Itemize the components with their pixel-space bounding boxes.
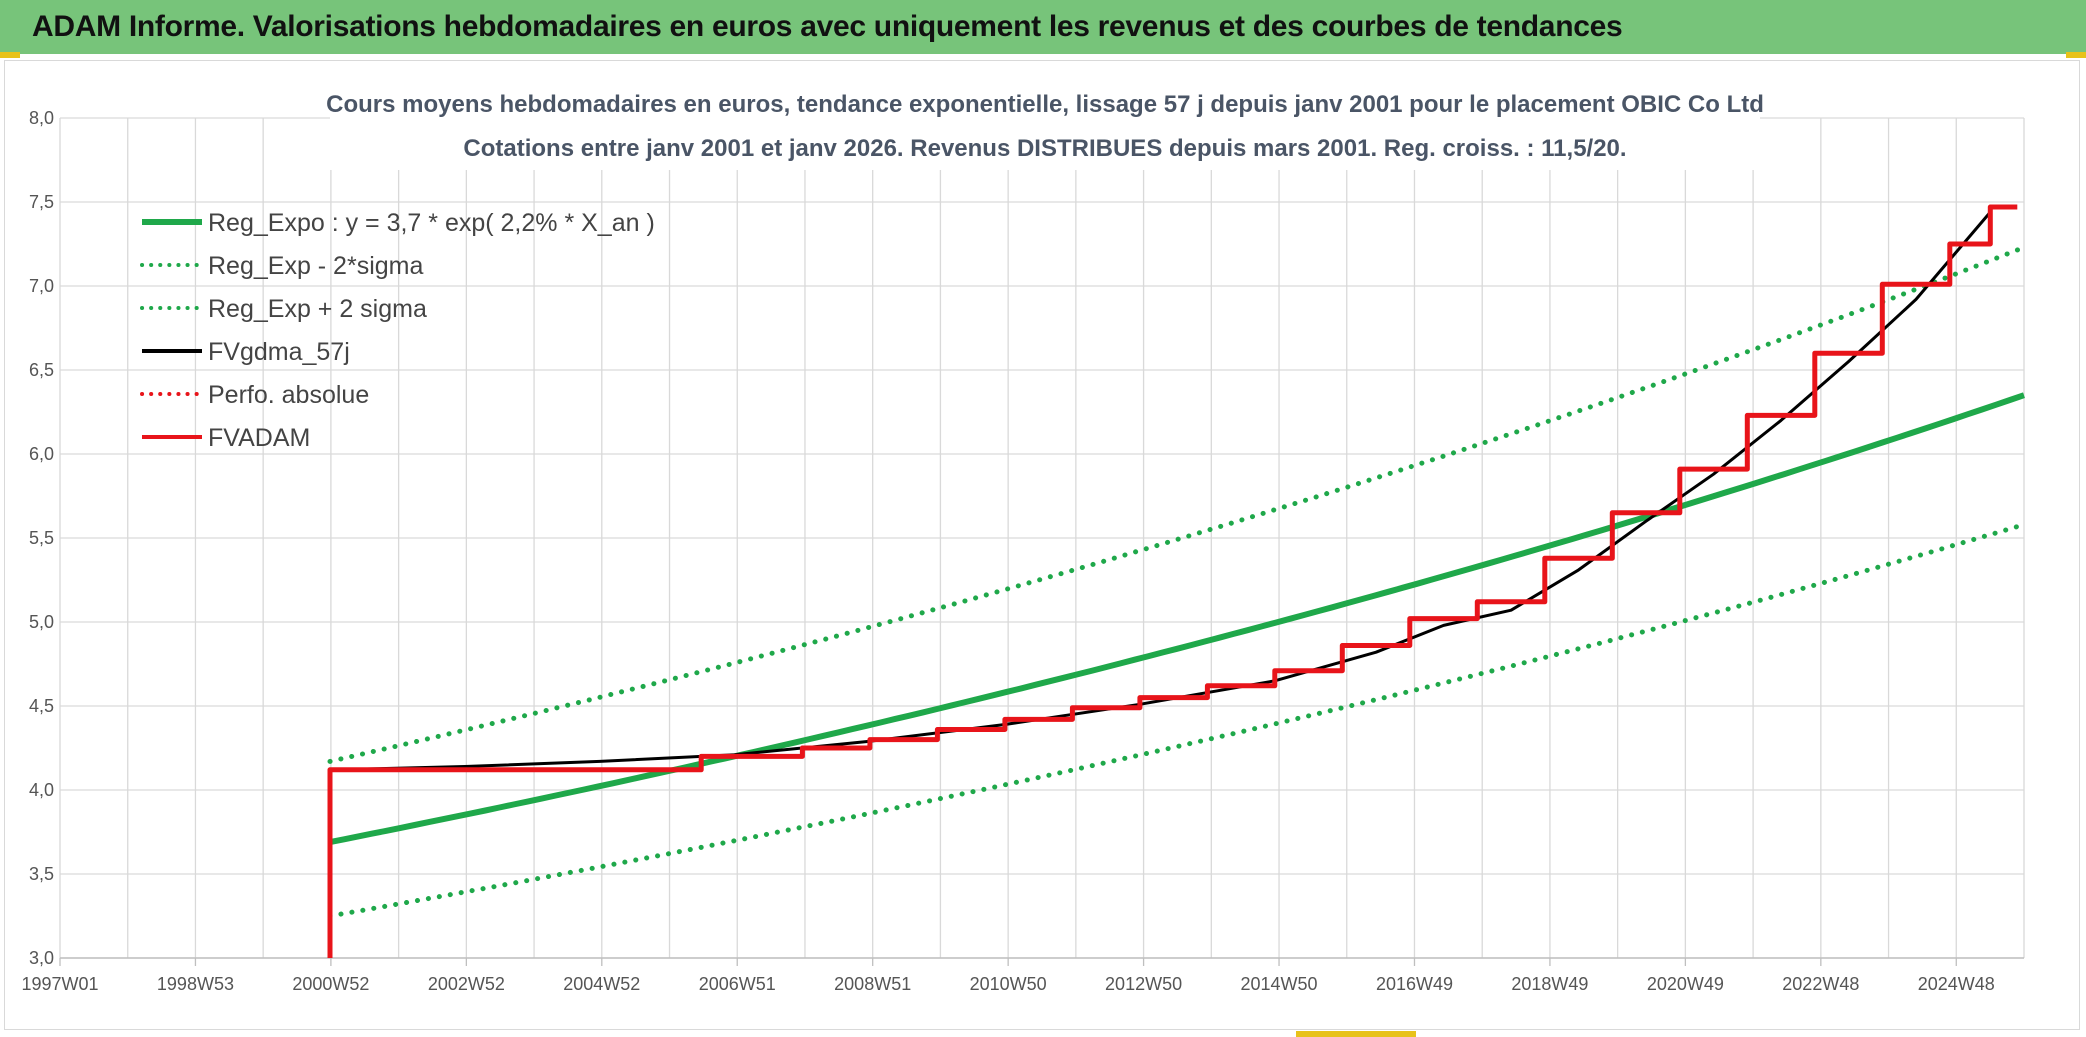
report-header: ADAM Informe. Valorisations hebdomadaire… <box>0 0 2086 54</box>
report-title: ADAM Informe. Valorisations hebdomadaire… <box>32 10 1623 43</box>
x-tick-label: 2018W49 <box>1511 974 1588 994</box>
x-tick-label: 2008W51 <box>834 974 911 994</box>
y-tick-label: 7,0 <box>29 276 54 296</box>
y-tick-label: 4,5 <box>29 696 54 716</box>
header-corner-mark-left <box>0 52 20 58</box>
grid <box>59 117 2025 959</box>
y-tick-label: 3,5 <box>29 864 54 884</box>
x-tick-label: 2020W49 <box>1647 974 1724 994</box>
legend-label: Perfo. absolue <box>208 381 369 409</box>
y-tick-label: 7,5 <box>29 192 54 212</box>
legend-label: FVADAM <box>208 424 310 452</box>
series-line-1 <box>327 522 2027 919</box>
y-tick-label: 6,5 <box>29 360 54 380</box>
legend-label: FVgdma_57j <box>208 338 350 366</box>
series-line-2 <box>327 244 2027 764</box>
x-tick-label: 2004W52 <box>563 974 640 994</box>
x-tick-label: 2012W50 <box>1105 974 1182 994</box>
x-tick-label: 2024W48 <box>1918 974 1995 994</box>
x-tick-label: 2014W50 <box>1241 974 1318 994</box>
series <box>327 204 2027 958</box>
chart-title-line-2: Cotations entre janv 2001 et janv 2026. … <box>463 135 1626 162</box>
x-tick-label: 2010W50 <box>970 974 1047 994</box>
x-tick-label: 2000W52 <box>292 974 369 994</box>
y-tick-label: 5,5 <box>29 528 54 548</box>
y-tick-label: 8,0 <box>29 108 54 128</box>
series-line-5 <box>327 204 2018 958</box>
x-tick-label: 1998W53 <box>157 974 234 994</box>
chart-frame <box>4 60 2080 1030</box>
x-tick-label: 2022W48 <box>1782 974 1859 994</box>
legend-label: Reg_Expo : y = 3,7 * exp( 2,2% * X_an ) <box>208 209 655 237</box>
x-tick-label: 2016W49 <box>1376 974 1453 994</box>
axes: 3,0 3,5 4,0 4,5 5,0 5,5 6,0 6,5 7,0 7,5 8,0 1997W01… <box>21 108 2024 994</box>
header-corner-mark-right <box>2066 52 2086 58</box>
y-tick-label: 5,0 <box>29 612 54 632</box>
legend-label: Reg_Exp - 2*sigma <box>208 252 423 280</box>
y-tick-label: 6,0 <box>29 444 54 464</box>
chart-title-line-1: Cours moyens hebdomadaires en euros, ten… <box>326 91 1764 118</box>
y-tick-label: 4,0 <box>29 780 54 800</box>
series-line-3 <box>336 211 1992 772</box>
footer-mark <box>1296 1031 1416 1037</box>
legend-label: Reg_Exp + 2 sigma <box>208 295 427 323</box>
x-tick-label: 2006W51 <box>699 974 776 994</box>
series-line-0 <box>329 392 2025 846</box>
x-tick-label: 2002W52 <box>428 974 505 994</box>
y-tick-label: 3,0 <box>29 948 54 968</box>
chart-title-block: Cours moyens hebdomadaires en euros, ten… <box>326 84 1764 170</box>
legend: Reg_Expo : y = 3,7 * exp( 2,2% * X_an ) R… <box>140 209 655 452</box>
x-tick-label: 1997W01 <box>21 974 98 994</box>
